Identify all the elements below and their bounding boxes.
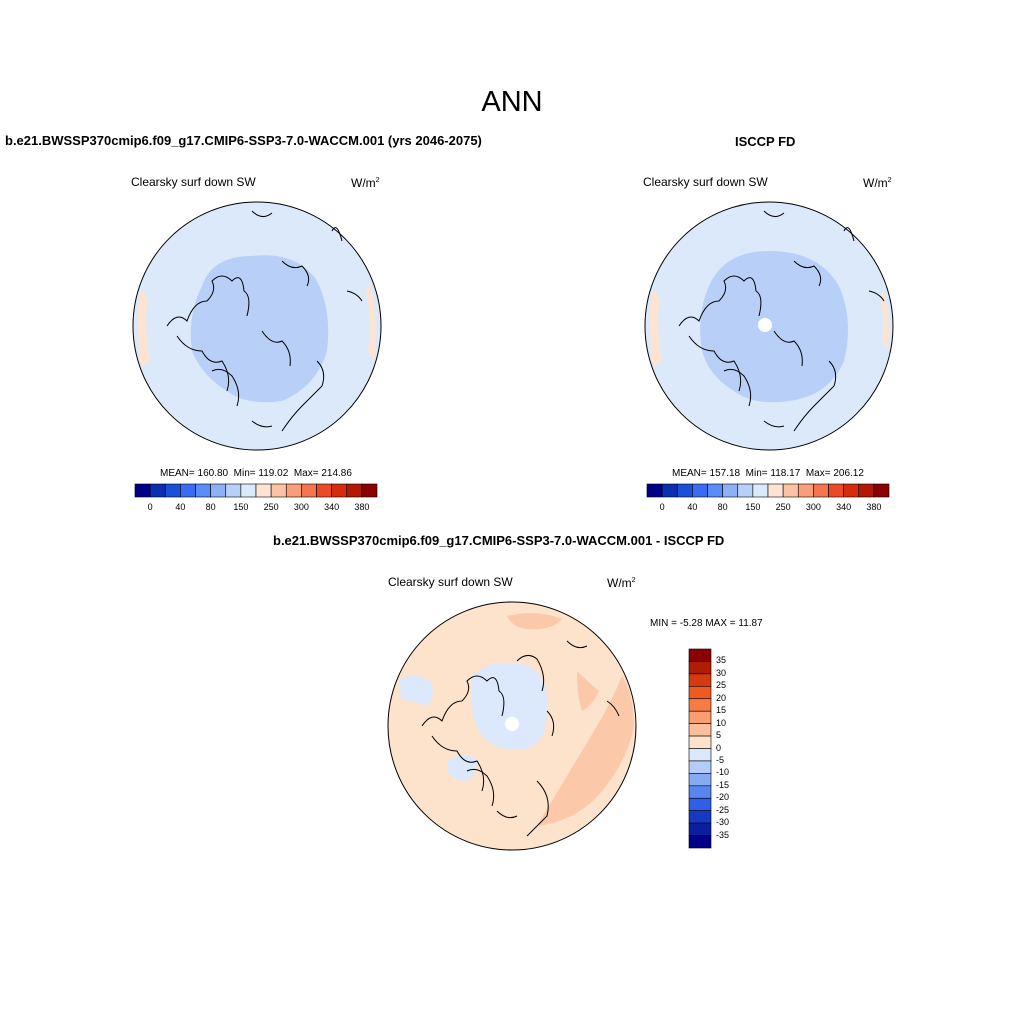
model-colorbar-box — [240, 483, 257, 498]
diff-colorbar-box — [688, 648, 712, 662]
obs-polar-map — [644, 201, 894, 451]
model-colorbar-box — [361, 483, 378, 498]
model-colorbar-tick-label: 40 — [175, 502, 186, 512]
diff-colorbar-box — [688, 686, 712, 700]
obs-colorbar-box — [843, 483, 860, 498]
diff-colorbar-tick-label: 20 — [716, 692, 727, 703]
diff-colorbar-box — [688, 748, 712, 762]
model-colorbar-box — [210, 483, 227, 498]
diff-colorbar-tick-label: -5 — [716, 754, 725, 765]
model-stats: MEAN= 160.80 Min= 119.02 Max= 214.86 — [160, 468, 352, 479]
model-colorbar-box — [346, 483, 363, 498]
diff-colorbar-tick-label: -10 — [716, 767, 730, 778]
obs-colorbar-tick-label: 150 — [745, 502, 761, 512]
diff-colorbar-box — [688, 785, 712, 799]
model-colorbar-box — [301, 483, 317, 498]
model-polar-map — [132, 201, 382, 451]
model-colorbar-tick-label: 340 — [324, 502, 340, 512]
model-colorbar-box — [134, 483, 151, 498]
diff-colorbar-tick-label: 5 — [716, 730, 722, 741]
obs-colorbar-box — [692, 483, 708, 498]
model-colorbar-box — [255, 483, 272, 498]
diff-colorbar-tick-label: 30 — [716, 667, 727, 678]
obs-colorbar-tick-label: 340 — [836, 502, 852, 512]
obs-colorbar-box — [873, 483, 890, 498]
diff-polar-map — [387, 601, 637, 851]
diff-colorbar-tick-label: -20 — [716, 792, 730, 803]
model-colorbar-box — [195, 483, 211, 498]
diff-colorbar-box — [688, 661, 712, 675]
model-colorbar-box — [331, 483, 348, 498]
diff-colorbar-box — [688, 797, 712, 811]
obs-colorbar-box — [858, 483, 875, 498]
model-colorbar-tick-label: 0 — [147, 502, 153, 512]
obs-colorbar — [646, 483, 890, 498]
obs-stats: MEAN= 157.18 Min= 118.17 Max= 206.12 — [672, 468, 864, 479]
diff-colorbar-tick-label: 15 — [716, 705, 727, 716]
obs-colorbar-box — [722, 483, 739, 498]
obs-colorbar-tick-label: 80 — [717, 502, 728, 512]
obs-variable-label: Clearsky surf down SW — [643, 175, 768, 189]
model-colorbar-box — [270, 483, 287, 498]
model-colorbar-box — [285, 483, 302, 498]
obs-colorbar-box — [661, 483, 678, 498]
model-colorbar-box — [149, 483, 166, 498]
obs-colorbar-box — [797, 483, 814, 498]
diff-colorbar-tick-label: -25 — [716, 804, 730, 815]
obs-units-label: W/m2 — [863, 176, 892, 190]
obs-colorbar-tick-label: 0 — [659, 502, 665, 512]
diff-colorbar-box — [688, 673, 712, 687]
diff-colorbar-tick-label: 35 — [716, 655, 727, 666]
obs-colorbar-tick-label: 250 — [775, 502, 791, 512]
model-colorbar-tick-label: 300 — [293, 502, 309, 512]
model-units-label: W/m2 — [351, 176, 380, 190]
diff-colorbar-tick-label: -15 — [716, 779, 730, 790]
diff-colorbar-box — [688, 835, 712, 849]
obs-colorbar-tick-label: 40 — [687, 502, 698, 512]
diff-colorbar-box — [688, 810, 712, 824]
obs-colorbar-box — [767, 483, 784, 498]
diff-units-label: W/m2 — [607, 576, 636, 590]
diff-colorbar-box — [688, 723, 712, 737]
diff-panel-title: b.e21.BWSSP370cmip6.f09_g17.CMIP6-SSP3-7… — [273, 533, 725, 548]
obs-colorbar-box — [676, 483, 693, 498]
model-panel-title: b.e21.BWSSP370cmip6.f09_g17.CMIP6-SSP3-7… — [5, 133, 482, 148]
obs-colorbar-tick-label: 380 — [866, 502, 882, 512]
model-colorbar-box — [225, 483, 242, 498]
model-colorbar-box — [316, 483, 332, 498]
diff-colorbar-tick-label: -30 — [716, 817, 730, 828]
diff-colorbar-box — [688, 822, 712, 836]
obs-colorbar-box — [707, 483, 723, 498]
obs-panel-title: ISCCP FD — [735, 134, 796, 149]
model-colorbar — [134, 483, 378, 498]
diff-colorbar-box — [688, 710, 712, 724]
model-colorbar-tick-label: 80 — [205, 502, 216, 512]
diff-variable-label: Clearsky surf down SW — [388, 575, 513, 589]
diff-colorbar — [688, 648, 712, 849]
model-colorbar-box — [180, 483, 196, 498]
diff-colorbar-box — [688, 735, 712, 749]
diff-colorbar-tick-label: 25 — [716, 680, 727, 691]
diff-colorbar-box — [688, 760, 712, 774]
obs-colorbar-box — [752, 483, 769, 498]
main-title: ANN — [481, 86, 543, 118]
obs-colorbar-box — [646, 483, 663, 498]
diff-minmax: MIN = -5.28 MAX = 11.87 — [650, 618, 763, 629]
obs-colorbar-box — [737, 483, 754, 498]
obs-colorbar-box — [782, 483, 799, 498]
diff-colorbar-tick-label: 10 — [716, 717, 727, 728]
model-colorbar-tick-label: 250 — [263, 502, 279, 512]
model-colorbar-tick-label: 150 — [233, 502, 249, 512]
obs-colorbar-tick-label: 300 — [805, 502, 821, 512]
model-colorbar-box — [164, 483, 181, 498]
obs-colorbar-box — [828, 483, 844, 498]
diff-colorbar-box — [688, 773, 712, 787]
diff-colorbar-box — [688, 698, 712, 712]
diff-colorbar-tick-label: -35 — [716, 829, 730, 840]
model-variable-label: Clearsky surf down SW — [131, 175, 256, 189]
model-colorbar-tick-label: 380 — [354, 502, 370, 512]
obs-colorbar-box — [813, 483, 829, 498]
diff-colorbar-tick-label: 0 — [716, 742, 722, 753]
